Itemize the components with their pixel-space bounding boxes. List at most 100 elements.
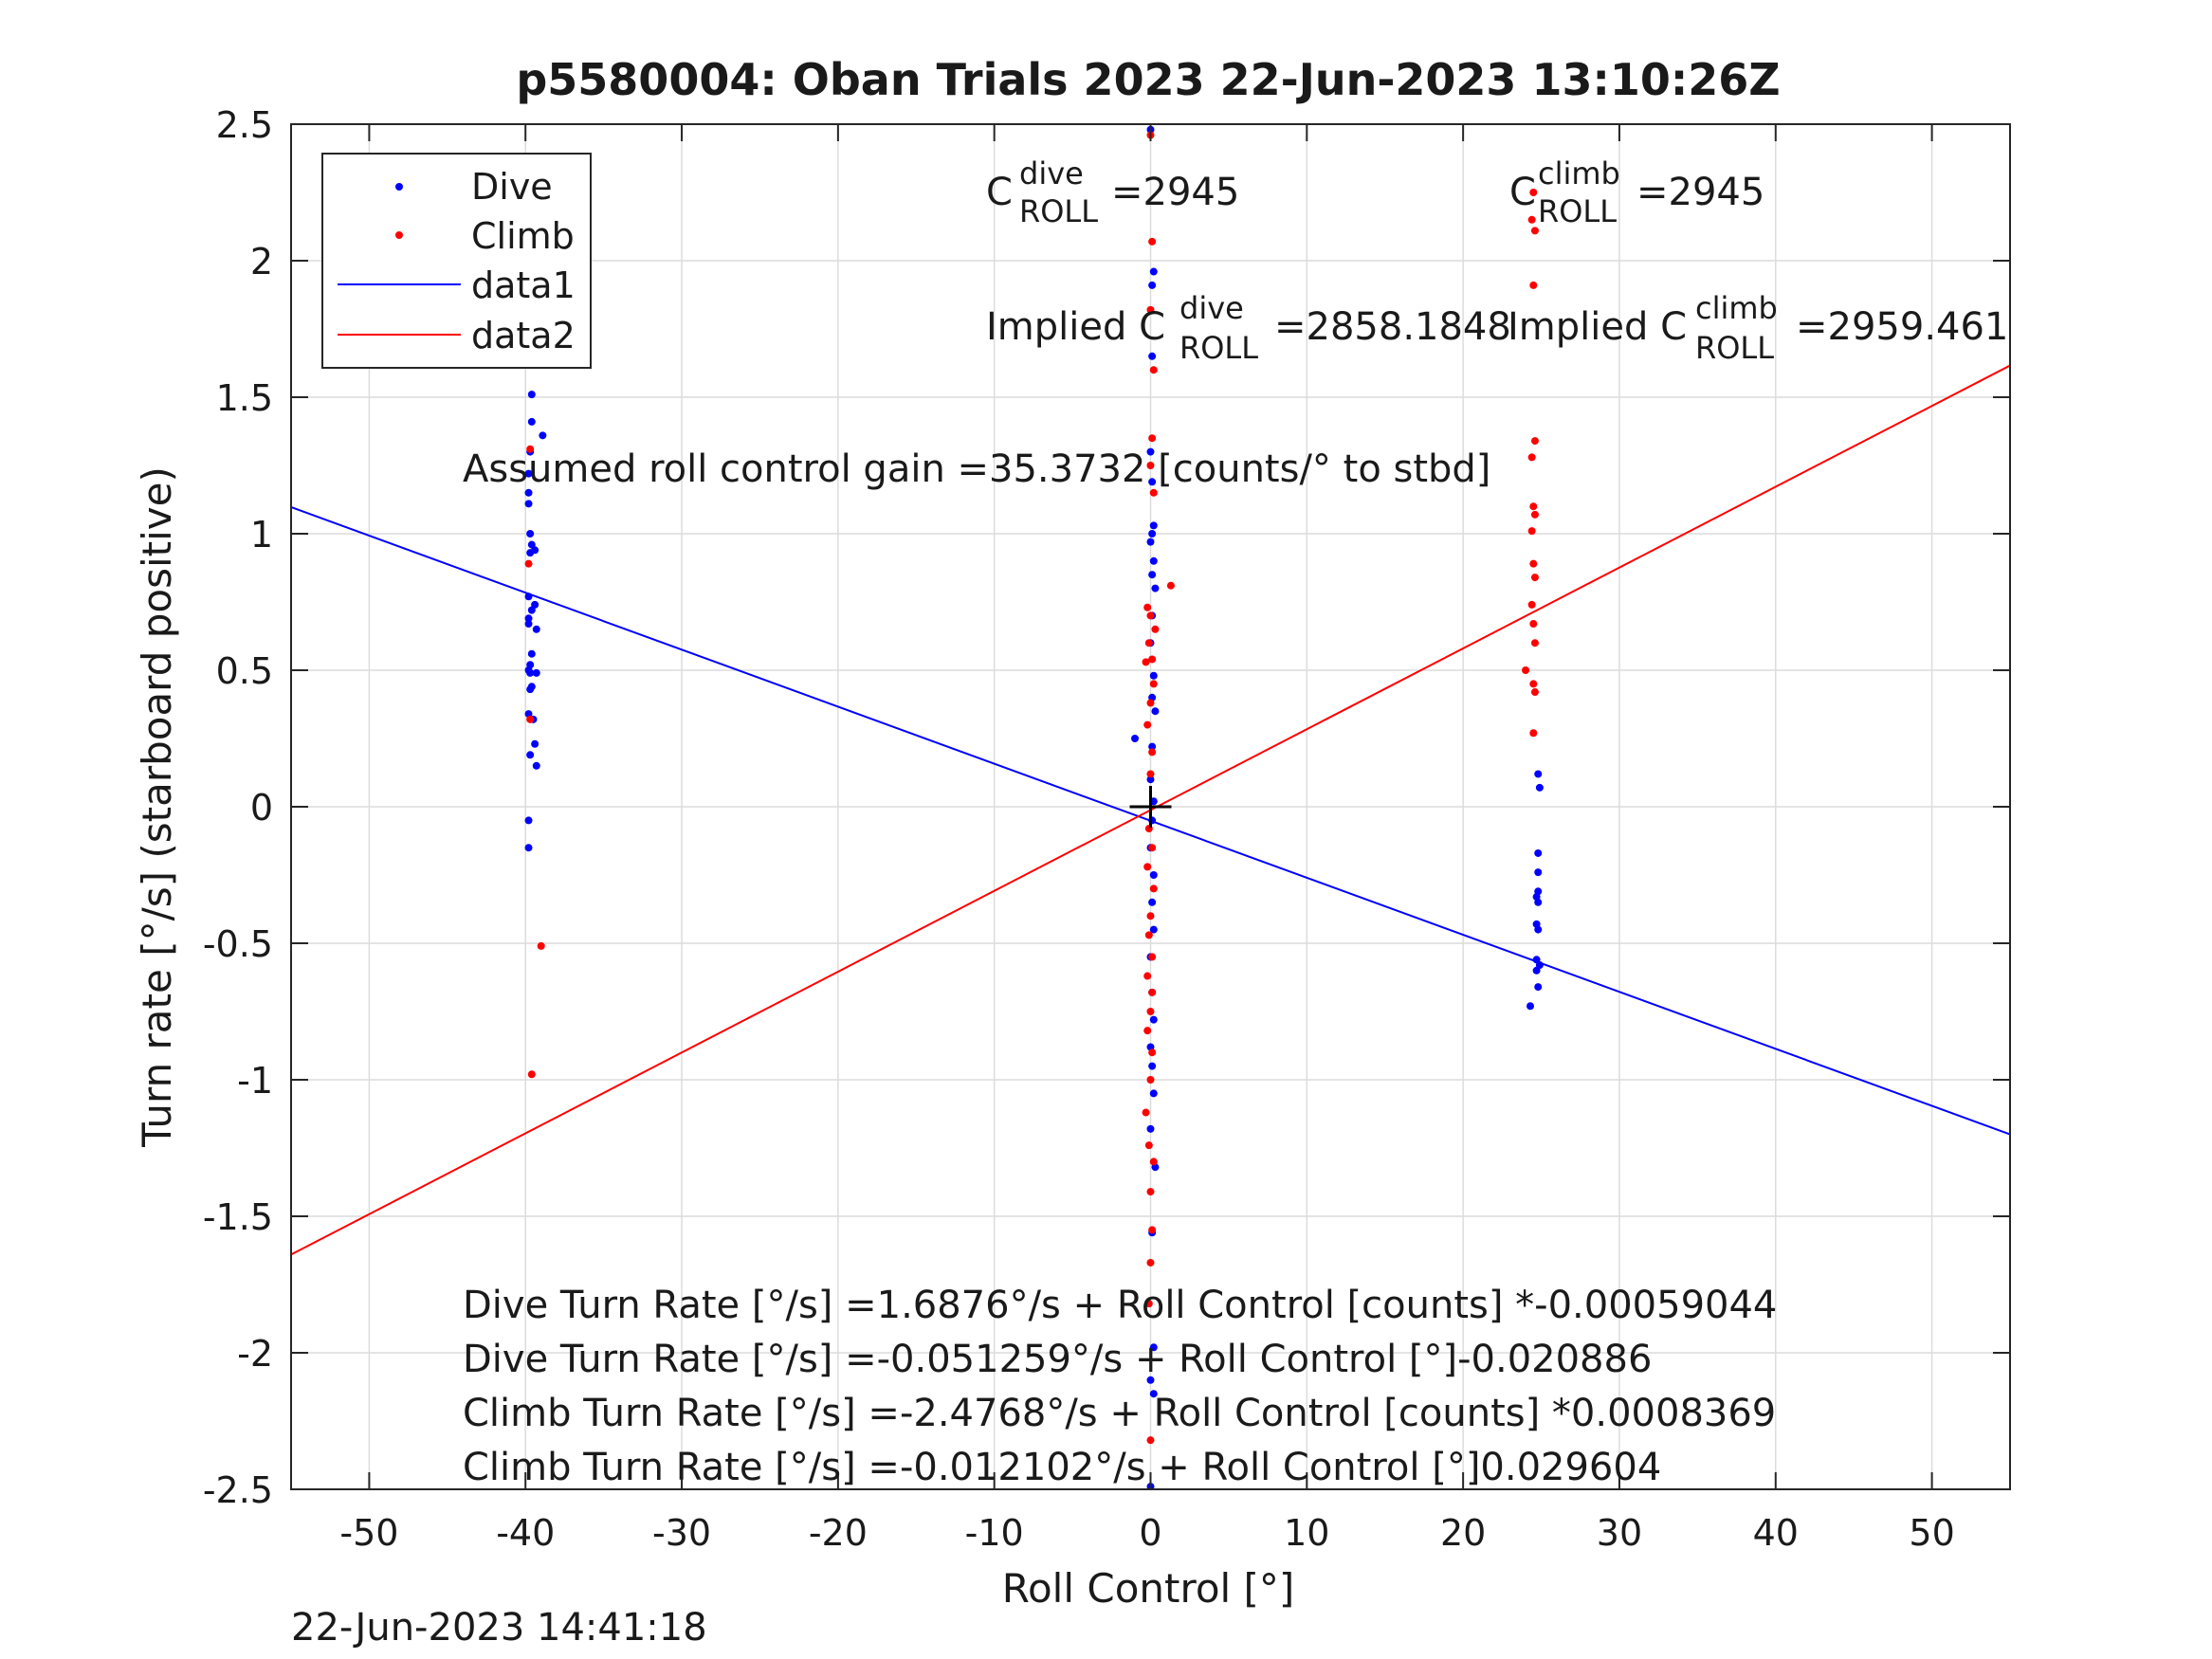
- data-point-climb: [1530, 437, 1539, 446]
- data-point-climb: [1144, 931, 1153, 939]
- data-point-dive: [1149, 871, 1158, 879]
- annotation-c-dive: C dive ROLL =2945: [986, 155, 1239, 229]
- data-point-climb: [1530, 688, 1539, 697]
- data-point-dive: [524, 592, 533, 601]
- data-point-dive: [526, 751, 535, 759]
- data-point-dive: [1149, 1343, 1158, 1352]
- data-point-dive: [532, 668, 540, 677]
- data-point-climb: [1527, 215, 1536, 224]
- data-point-dive: [1149, 1015, 1158, 1024]
- data-point-dive: [1534, 983, 1543, 992]
- data-point-climb: [526, 445, 535, 453]
- y-tick-label: -1.5: [203, 1196, 273, 1238]
- data-point-climb: [524, 559, 533, 568]
- implied-climb-prefix: Implied C: [1508, 305, 1687, 349]
- x-tick-label: -30: [652, 1512, 711, 1554]
- equation-dive-degrees: Dive Turn Rate [°/s] =-0.051259°/s + Rol…: [463, 1338, 1652, 1381]
- data-point-dive: [524, 844, 533, 852]
- data-point-climb: [1146, 1436, 1155, 1445]
- x-tick-label: 30: [1597, 1512, 1642, 1554]
- data-point-climb: [1527, 527, 1536, 536]
- y-tick-label: 0.5: [216, 650, 273, 692]
- data-point-climb: [1529, 189, 1538, 196]
- footer-timestamp: 22-Jun-2023 14:41:18: [291, 1606, 707, 1650]
- data-point-climb: [1529, 620, 1538, 629]
- data-point-dive: [527, 649, 536, 658]
- data-point-dive: [1526, 1002, 1535, 1011]
- data-point-climb: [1149, 680, 1158, 688]
- x-tick-label: -10: [965, 1512, 1024, 1554]
- data-point-dive: [1149, 521, 1158, 530]
- data-point-climb: [1143, 972, 1152, 980]
- data-point-climb: [1529, 680, 1538, 688]
- y-tick-label: 2.5: [216, 104, 273, 146]
- data-point-climb: [1530, 510, 1539, 519]
- legend-label-dive: Dive: [471, 166, 553, 208]
- c-dive-value: =2945: [1111, 171, 1239, 214]
- data-point-dive: [1149, 556, 1158, 565]
- data-point-climb: [1143, 1027, 1152, 1035]
- axis-ticks: [291, 123, 2010, 1490]
- chart-title: p5580004: Oban Trials 2023 22-Jun-2023 1…: [516, 54, 1780, 105]
- data-point-dive: [1148, 478, 1157, 486]
- data-point-climb: [1146, 462, 1155, 469]
- annotation-implied-dive: Implied C dive ROLL =2858.1848: [986, 290, 1511, 366]
- c-dive-sup: dive: [1019, 155, 1084, 191]
- x-tick-label: -40: [496, 1512, 555, 1554]
- data-point-climb: [1143, 720, 1152, 729]
- y-axis-label: Turn rate [°/s] (starboard positive): [134, 466, 180, 1148]
- y-tick-label: -2.5: [203, 1469, 273, 1511]
- data-point-climb: [526, 715, 535, 723]
- y-tick-label: 1.5: [216, 377, 273, 419]
- data-point-dive: [1146, 775, 1155, 784]
- data-point-dive: [1151, 707, 1160, 716]
- data-point-dive: [527, 391, 536, 399]
- data-point-dive: [1131, 735, 1140, 742]
- data-point-dive: [526, 668, 535, 677]
- equation-climb-degrees: Climb Turn Rate [°/s] =-0.012102°/s + Ro…: [463, 1446, 1661, 1489]
- x-tick-label: 40: [1753, 1512, 1799, 1554]
- c-climb-value: =2945: [1636, 171, 1764, 214]
- data-point-climb: [1530, 227, 1539, 235]
- y-tick-label: 0: [250, 787, 273, 829]
- x-axis-label: Roll Control [°]: [1002, 1565, 1295, 1612]
- data-point-dive: [1148, 1062, 1157, 1070]
- legend-label-data1: data1: [471, 264, 576, 306]
- data-point-dive: [1146, 1376, 1155, 1384]
- data-point-dive: [1148, 571, 1157, 579]
- data-point-dive: [526, 549, 535, 557]
- data-point-dive: [524, 469, 533, 478]
- data-point-climb: [1148, 1226, 1157, 1234]
- legend-marker-climb: [395, 231, 403, 239]
- c-dive-sub: ROLL: [1019, 193, 1098, 229]
- data-point-dive: [1534, 925, 1543, 934]
- data-point-climb: [1146, 912, 1155, 921]
- data-point-climb: [1148, 434, 1157, 443]
- data-point-climb: [1144, 1141, 1153, 1150]
- data-point-climb: [1143, 603, 1152, 611]
- data-point-climb: [1148, 1048, 1157, 1057]
- c-climb-sup: climb: [1538, 155, 1620, 191]
- data-point-climb: [1146, 1258, 1155, 1267]
- data-point-dive: [1148, 352, 1157, 360]
- data-point-dive: [1148, 742, 1157, 751]
- implied-climb-sup: climb: [1695, 290, 1778, 326]
- y-tick-label: -2: [237, 1333, 273, 1375]
- data-point-climb: [1527, 453, 1536, 462]
- x-tick-label: 10: [1284, 1512, 1329, 1554]
- data-point-dive: [1148, 530, 1157, 538]
- data-point-dive: [1534, 770, 1543, 778]
- c-climb-sub: ROLL: [1538, 193, 1617, 229]
- data-point-dive: [1149, 925, 1158, 934]
- data-point-climb: [1146, 1008, 1155, 1015]
- data-points: [524, 125, 1544, 1491]
- data-point-climb: [1148, 844, 1157, 852]
- implied-dive-prefix: Implied C: [986, 305, 1165, 349]
- legend-label-climb: Climb: [471, 215, 575, 257]
- data-point-climb: [537, 941, 545, 950]
- data-point-dive: [524, 614, 533, 623]
- data-point-climb: [1530, 574, 1539, 582]
- implied-climb-sub: ROLL: [1695, 330, 1774, 366]
- c-dive-base: C: [986, 171, 1013, 214]
